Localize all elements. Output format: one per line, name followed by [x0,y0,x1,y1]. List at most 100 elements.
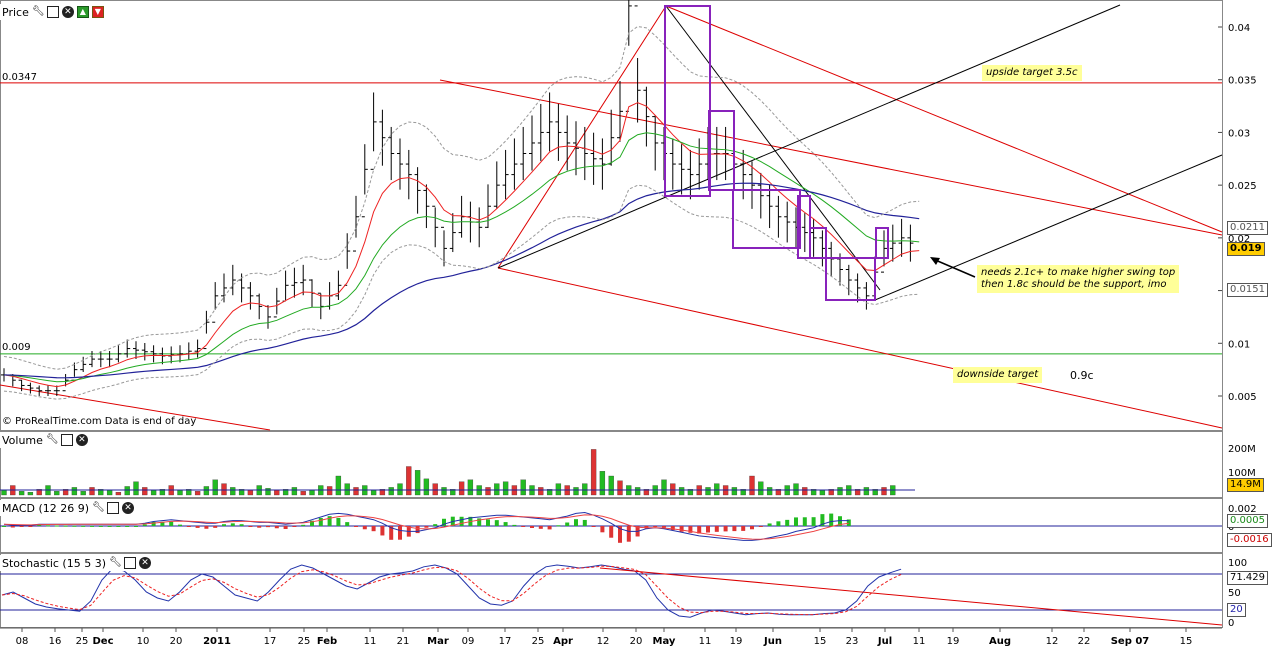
x-axis-label: 16 [49,636,62,647]
macd-histogram-bar [486,519,490,526]
macd-histogram-bar [670,526,675,531]
macd-panel-title: MACD (12 26 9) [2,501,90,515]
volume-bar [670,483,676,496]
volume-bar [678,487,685,496]
volume-bar [62,489,69,496]
macd-histogram-bar [398,526,402,540]
volume-bar [159,489,166,496]
volume-bar [133,481,139,496]
volume-bar [370,490,377,496]
volume-bar [432,483,438,496]
x-axis-label: 15 [814,636,827,647]
price-axis-label: 0.04 [1228,23,1250,34]
window-icon[interactable] [46,6,59,18]
move-down-icon[interactable]: ▼ [91,6,104,18]
stoch-axis-label: 50 [1228,588,1241,599]
volume-bar [423,478,430,496]
channel-line-2 [497,5,667,269]
stoch-tag-a: 71.429 [1227,571,1268,585]
macd-histogram-bar [556,525,561,527]
macd-histogram-bar [565,522,570,526]
volume-bar [837,487,843,496]
volume-axis-label: 200M [1228,444,1256,455]
volume-bar [643,489,650,496]
window-icon[interactable] [107,502,120,514]
volume-bar [18,491,25,496]
window-icon[interactable] [60,434,73,446]
macd-histogram-bar [301,524,306,526]
x-axis-label: 19 [947,636,960,647]
macd-histogram-bar [785,519,790,526]
volume-bar [80,491,86,496]
macd-tag-a: 0.0005 [1227,514,1268,528]
macd-histogram-bar [160,521,165,526]
x-axis-label: Feb [317,636,337,647]
stoch-panel-title: Stochastic (15 5 3) [2,556,107,570]
pattern-box-5 [825,257,876,301]
volume-bar [89,487,95,496]
wrench-icon[interactable]: 🔧︎ [92,502,105,513]
swing-note-line2: then 1.8c should be the support, imo [981,279,1167,290]
x-axis-label: 21 [397,636,410,647]
volume-bar [740,489,746,496]
volume-bar [617,480,623,496]
volume-bar [397,483,403,496]
price-axis-label: 0.02 [1228,234,1250,245]
x-axis-label: 12 [1046,636,1059,647]
x-axis-label: 17 [499,636,512,647]
volume-bar [854,489,861,496]
volume-bar [221,483,227,496]
volume-bar [335,475,342,496]
wrench-icon[interactable]: 🔧︎ [109,557,122,568]
volume-bar [714,483,720,496]
move-up-icon[interactable]: ▲ [76,6,89,18]
macd-histogram-bar [222,524,226,526]
macd-histogram-bar [318,517,323,526]
volume-bar [731,487,738,496]
macd-histogram-bar [547,526,552,530]
stoch-axis-label: 0 [1228,618,1234,629]
macd-histogram-bar [2,526,6,527]
wrench-icon[interactable]: 🔧︎ [45,434,59,445]
macd-histogram-bar [90,525,94,527]
support-level-label: 0.009 [2,342,31,353]
x-axis-label: Aug [989,636,1011,647]
volume-bar [775,489,782,496]
volume-bar [300,491,306,496]
price-axis-label: 0.025 [1228,181,1257,192]
x-axis-label: Sep 07 [1111,636,1150,647]
window-icon[interactable] [124,557,137,569]
macd-histogram-bar [46,525,50,527]
macd-histogram-bar [178,524,182,526]
pattern-box-6 [875,227,889,259]
volume-bar [388,487,394,496]
wrench-icon[interactable]: 🔧︎ [31,6,45,17]
macd-histogram-bar [829,513,834,526]
close-icon[interactable]: ✕ [61,6,74,18]
stoch-tag-b: 20 [1227,603,1246,617]
macd-panel-header: MACD (12 26 9) 🔧︎ ✕ [0,500,137,516]
macd-histogram-bar [697,526,702,534]
volume-bar [546,489,553,496]
macd-histogram-bar [310,520,314,526]
close-icon[interactable]: ✕ [139,557,152,569]
volume-axis-label: 100M [1228,468,1256,479]
volume-tag: 14.9M [1227,478,1264,492]
x-axis-label: 22 [1078,636,1091,647]
ma-long-line [3,182,920,379]
close-icon[interactable]: ✕ [122,502,135,514]
channel-line-3 [0,384,271,431]
volume-bar [115,491,122,496]
macd-histogram-bar [477,518,482,526]
volume-bar [54,491,60,496]
volume-bar [758,481,764,496]
macd-histogram-bar [283,526,288,530]
close-icon[interactable]: ✕ [75,434,88,446]
macd-histogram-bar [679,526,684,532]
volume-bar [872,489,878,496]
x-axis-label: 20 [170,636,183,647]
macd-histogram-bar [653,526,658,527]
macd-histogram-bar [741,526,746,531]
macd-signal-line [3,514,849,540]
volume-bar [863,487,870,496]
